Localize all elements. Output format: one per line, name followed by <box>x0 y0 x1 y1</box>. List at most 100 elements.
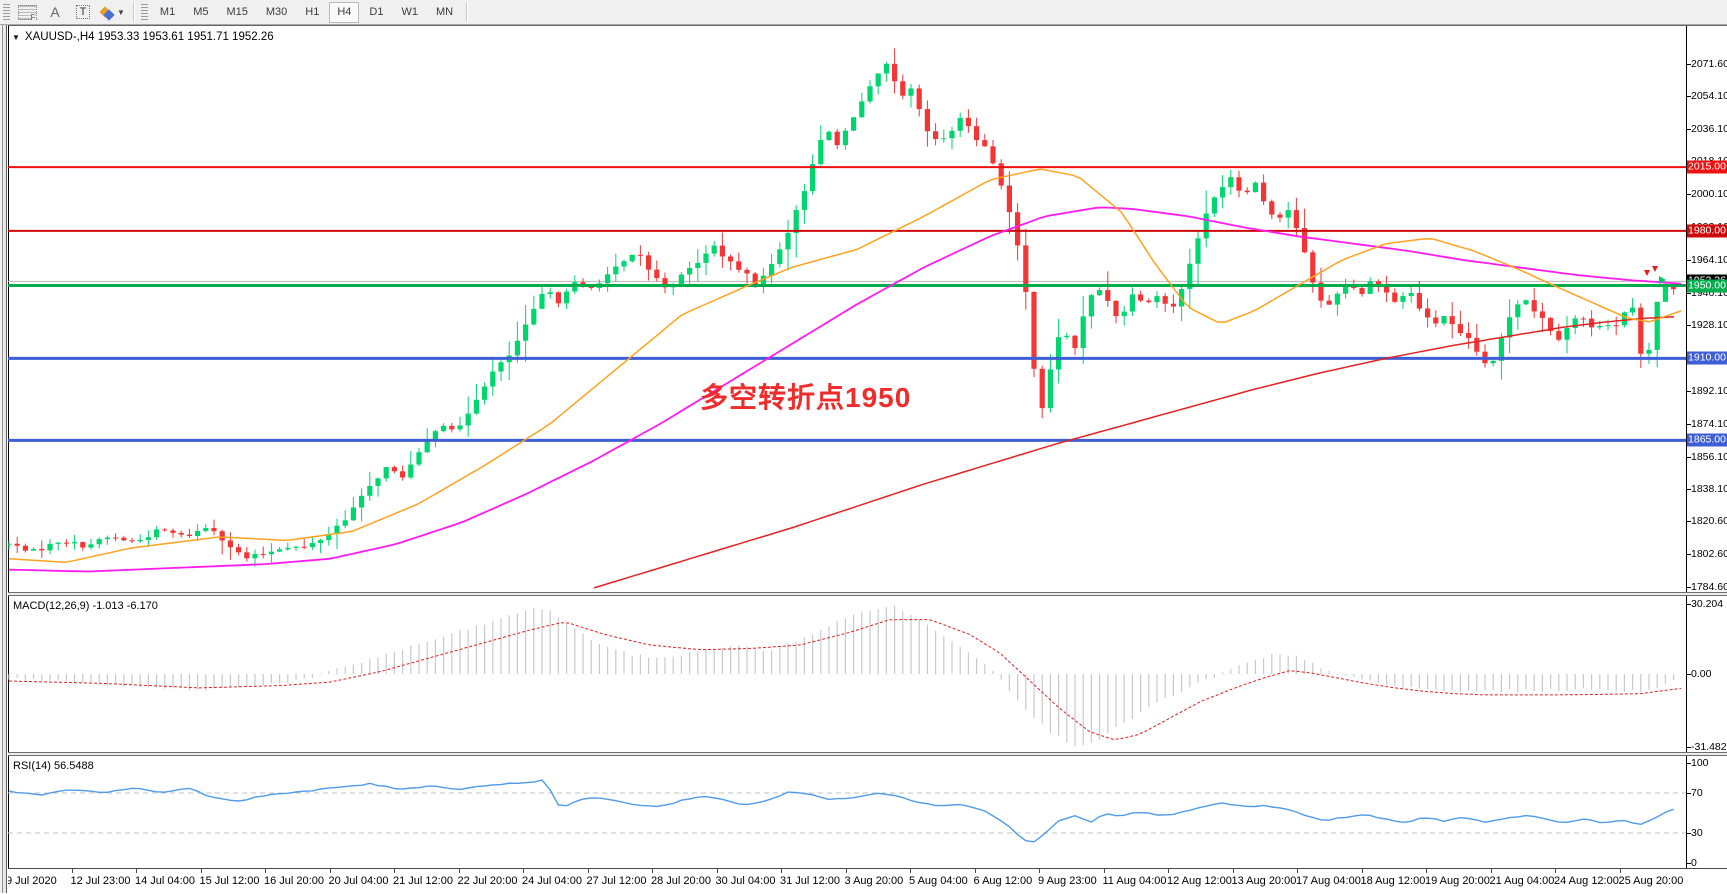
candle <box>244 552 250 559</box>
candle <box>982 140 988 147</box>
app-toolbar: F A T ▼ M1 M5 M15 M30 H1 H4 D1 W1 MN <box>0 0 1727 25</box>
candle <box>1088 295 1094 317</box>
candle <box>1326 300 1332 305</box>
candle <box>277 549 283 552</box>
time-axis-label: 16 Jul 20:00 <box>264 875 324 887</box>
candle <box>949 130 955 139</box>
candle <box>719 245 725 257</box>
candle <box>1474 337 1480 352</box>
candle <box>1261 182 1267 202</box>
macd-axis-label: -31.482 <box>1691 740 1727 753</box>
candle <box>80 542 86 548</box>
candle <box>1523 300 1529 305</box>
annotation-text[interactable]: 多空转折点1950 <box>700 382 912 413</box>
candle <box>941 138 947 140</box>
candle <box>851 117 857 131</box>
macd-axis-label: 30.204 <box>1691 598 1724 611</box>
candle <box>564 291 570 304</box>
candle <box>260 554 266 556</box>
candle <box>1203 213 1209 239</box>
candle <box>539 294 545 309</box>
axis-tick <box>1687 64 1691 65</box>
candle <box>1662 285 1668 302</box>
text-tool-button[interactable]: A <box>50 4 60 20</box>
price-tick-label: 2054.10 <box>1691 89 1727 102</box>
time-axis-label: 31 Jul 12:00 <box>780 875 840 887</box>
time-axis-tick <box>1490 869 1492 873</box>
objects-tool-button[interactable]: ▼ <box>98 2 128 22</box>
candle <box>531 308 537 325</box>
axis-tick <box>1687 259 1691 261</box>
timeframe-mn[interactable]: MN <box>435 6 454 18</box>
price-tick-label: 1964.10 <box>1691 253 1727 266</box>
macd-histogram <box>8 605 1675 747</box>
candle <box>39 548 45 551</box>
time-axis[interactable]: 9 Jul 2020 12 Jul 23:00 14 Jul 04:00 15 Jul… <box>0 868 1727 894</box>
axis-tick <box>1687 489 1691 491</box>
candle <box>178 532 184 535</box>
candle <box>924 109 930 132</box>
timeframe-m15[interactable]: M15 <box>226 6 248 18</box>
candle <box>687 268 693 275</box>
axis-tick <box>1687 194 1691 196</box>
timeframe-h1[interactable]: H1 <box>305 6 320 18</box>
candle <box>916 88 922 110</box>
level-price-label: 2015.00 <box>1687 160 1727 174</box>
grid-f-button[interactable]: F <box>14 2 40 22</box>
candle <box>465 413 471 426</box>
toolbar-grip[interactable] <box>3 4 10 20</box>
candle <box>1269 201 1275 215</box>
timeframe-d1[interactable]: D1 <box>369 6 384 18</box>
time-axis-label: 9 Aug 23:00 <box>1038 875 1097 887</box>
candle <box>1293 210 1299 229</box>
price-tick-label: 1928.10 <box>1691 319 1727 332</box>
toolbar-grip-2[interactable] <box>140 4 148 20</box>
time-axis-tick <box>1555 869 1556 873</box>
candle <box>1146 300 1152 303</box>
candle <box>555 292 561 304</box>
time-axis-tick <box>781 869 782 873</box>
main-chart-canvas[interactable] <box>0 26 1727 593</box>
window-left-edge <box>0 25 8 893</box>
candle <box>1031 291 1037 369</box>
axis-tick <box>1687 586 1691 588</box>
timeframe-m30[interactable]: M30 <box>265 6 288 18</box>
candle <box>744 269 750 274</box>
signal-markers <box>1644 266 1666 284</box>
candle <box>6 543 12 545</box>
time-axis-tick <box>1297 869 1298 873</box>
textbox-icon: T <box>75 5 91 19</box>
candle <box>391 467 397 472</box>
axis-tick <box>1687 604 1691 606</box>
candle <box>408 464 414 478</box>
timeframe-m5[interactable]: M5 <box>193 6 209 18</box>
timeframe-h4[interactable]: H4 <box>329 1 360 23</box>
candle <box>1457 324 1463 334</box>
candle <box>416 452 422 465</box>
candle <box>359 495 365 508</box>
toolbar-separator <box>132 2 134 22</box>
time-axis-label: 18 Aug 12:00 <box>1360 875 1426 887</box>
macd-panel: MACD(12,26,9) -1.013 -6.170 30.204 0.00 -3… <box>0 596 1727 753</box>
candle <box>309 542 315 548</box>
candle <box>63 542 69 544</box>
level-price-label: 1980.00 <box>1687 224 1727 238</box>
symbol-dropdown-icon[interactable]: ▼ <box>12 32 20 42</box>
candle <box>195 530 201 537</box>
rsi-canvas[interactable] <box>0 756 1727 868</box>
timeframe-w1[interactable]: W1 <box>401 6 418 18</box>
textbox-tool-button[interactable]: T <box>70 2 96 22</box>
level-lines[interactable] <box>8 166 1686 442</box>
time-axis-label: 24 Aug 12:00 <box>1554 875 1619 887</box>
price-tick-label: 2036.10 <box>1691 122 1727 135</box>
candle <box>154 529 160 538</box>
macd-canvas[interactable] <box>0 596 1727 752</box>
candle <box>55 542 61 544</box>
panel-splitter[interactable] <box>0 592 1727 596</box>
panel-splitter-2[interactable] <box>0 752 1727 756</box>
time-axis-tick <box>1619 869 1621 873</box>
timeframe-m1[interactable]: M1 <box>159 6 176 18</box>
candle <box>998 163 1004 186</box>
candle <box>1531 300 1537 312</box>
candle <box>1630 307 1636 313</box>
